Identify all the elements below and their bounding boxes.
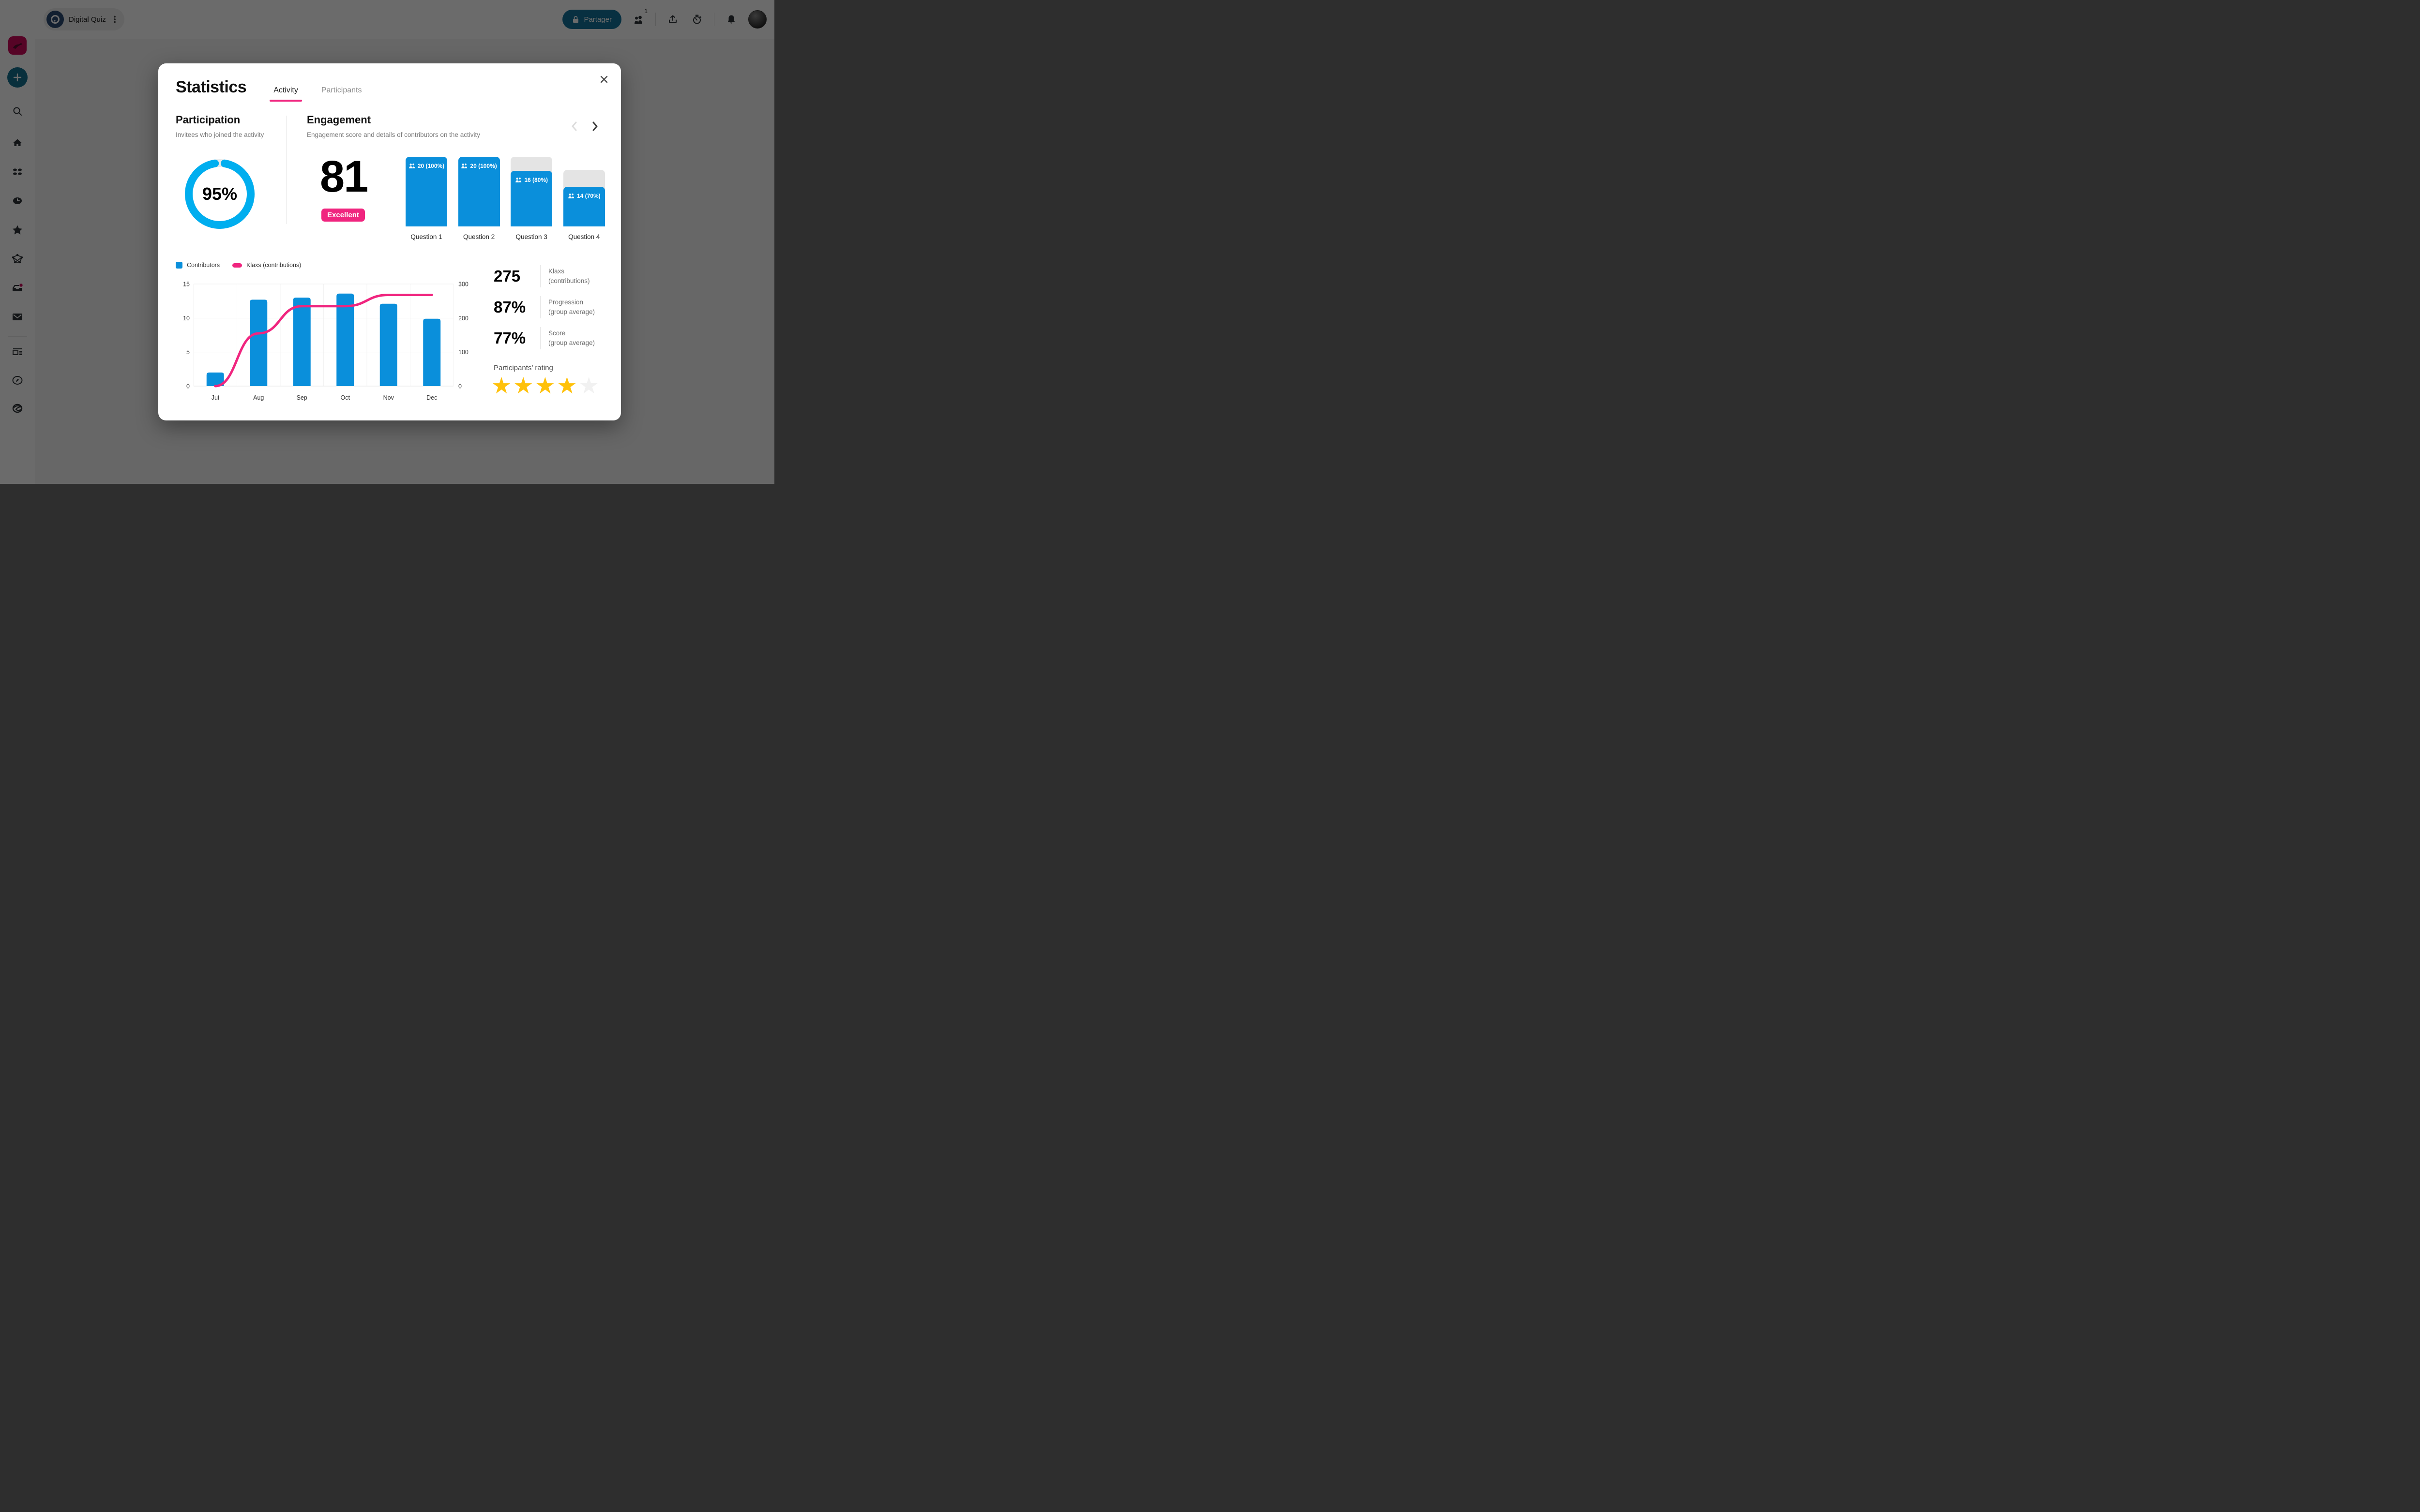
star-empty-icon: ★ — [578, 373, 599, 398]
stat-score: 77% Score (group average) — [494, 325, 610, 352]
contrib-bar — [423, 318, 441, 386]
people-icon — [461, 164, 468, 168]
question-bar-fill — [458, 157, 500, 226]
star-filled-icon: ★ — [557, 373, 577, 398]
chevron-right-icon — [592, 121, 598, 131]
people-icon — [515, 178, 522, 182]
svg-text:Sep: Sep — [297, 394, 307, 401]
svg-text:Nov: Nov — [383, 394, 394, 401]
app-screen: Digital Quiz Partager 1 — [0, 0, 774, 484]
legend-contributors: Contributors — [176, 262, 220, 269]
stat-label: Klaxs (contributions) — [548, 268, 590, 284]
stats-panel: 275 Klaxs (contributions) 87% Progression… — [494, 263, 610, 356]
participation-donut: 95% — [179, 153, 261, 235]
svg-text:Jui: Jui — [212, 394, 219, 401]
participants-rating-stars: ★ ★ ★ ★ ★ — [491, 372, 599, 399]
section-divider — [286, 116, 287, 224]
svg-text:0: 0 — [458, 383, 462, 390]
question-label: Question 3 — [515, 233, 547, 240]
legend-label: Klaxs (contributions) — [246, 262, 302, 269]
question-column: 20 (100%) — [458, 157, 500, 226]
star-filled-icon: ★ — [491, 373, 512, 398]
question-bar-fill — [511, 171, 553, 226]
svg-text:300: 300 — [458, 281, 469, 288]
question-value-label: 16 (80%) — [511, 177, 552, 183]
star-filled-icon: ★ — [535, 373, 556, 398]
stat-divider — [540, 327, 541, 349]
svg-text:Dec: Dec — [426, 394, 437, 401]
contrib-bar — [379, 303, 397, 386]
question-column: 16 (80%) — [511, 157, 553, 226]
svg-text:15: 15 — [183, 281, 190, 288]
svg-text:Aug: Aug — [253, 394, 264, 401]
question-bar-fill — [406, 157, 447, 226]
klaxs-line — [214, 294, 433, 388]
engagement-subtitle: Engagement score and details of contribu… — [307, 131, 480, 138]
participation-percent: 95% — [202, 184, 238, 204]
stat-value: 77% — [494, 329, 526, 347]
engagement-heading: Engagement — [307, 114, 371, 126]
engagement-badge: Excellent — [321, 209, 365, 222]
participation-section: Participation Invitees who joined the ac… — [176, 114, 285, 139]
contributions-chart: 0 5 10 15 0 100 200 300 Jui Aug Sep Oct Nov Dec — [172, 275, 482, 406]
engagement-section: Engagement Engagement score and details … — [307, 114, 578, 139]
klaxs-swatch — [232, 263, 242, 268]
question-label: Question 1 — [410, 233, 442, 240]
svg-text:Oct: Oct — [341, 394, 350, 401]
question-column: 14 (70%) — [563, 157, 605, 226]
contrib-bar — [206, 372, 224, 386]
carousel-prev-button[interactable] — [569, 120, 580, 132]
legend-label: Contributors — [187, 262, 220, 269]
svg-text:10: 10 — [183, 315, 190, 322]
svg-text:100: 100 — [458, 349, 469, 356]
rating-heading: Participants’ rating — [494, 364, 553, 372]
chevron-left-icon — [572, 121, 577, 131]
donut-chart — [185, 159, 255, 229]
contrib-bar — [293, 298, 311, 386]
questions-bar-chart: 20 (100%) Question 1 20 (100%) Question 2 16… — [406, 157, 605, 243]
people-icon — [409, 164, 415, 168]
statistics-modal: Statistics Activity Participants Partici… — [158, 63, 621, 420]
modal-header: Statistics Activity Participants — [158, 63, 621, 102]
stat-value: 87% — [494, 298, 526, 316]
question-label: Question 4 — [568, 233, 600, 240]
question-value-label: 20 (100%) — [406, 163, 447, 169]
stat-progression: 87% Progression (group average) — [494, 294, 610, 321]
question-value-label: 20 (100%) — [458, 163, 500, 169]
participation-subtitle: Invitees who joined the activity — [176, 131, 264, 138]
question-label: Question 2 — [463, 233, 495, 240]
engagement-score: 81 — [320, 152, 368, 201]
contrib-bar — [250, 299, 268, 386]
stat-label: Progression (group average) — [548, 299, 595, 315]
stat-label: Score (group average) — [548, 329, 595, 346]
contrib-bar — [336, 293, 354, 386]
people-icon — [568, 194, 575, 198]
svg-text:5: 5 — [186, 349, 190, 356]
legend-klaxs: Klaxs (contributions) — [232, 262, 301, 269]
svg-text:0: 0 — [186, 383, 190, 390]
star-filled-icon: ★ — [513, 373, 534, 398]
stat-klaxs: 275 Klaxs (contributions) — [494, 263, 610, 290]
carousel-next-button[interactable] — [589, 120, 601, 132]
stat-divider — [540, 296, 541, 318]
question-column: 20 (100%) — [406, 157, 447, 226]
tab-participants[interactable]: Participants — [321, 86, 362, 94]
stat-value: 275 — [494, 267, 521, 285]
modal-title: Statistics — [176, 78, 247, 96]
stat-divider — [540, 265, 541, 287]
question-value-label: 14 (70%) — [563, 193, 605, 199]
question-bar-fill — [563, 187, 605, 226]
close-icon — [600, 75, 608, 83]
svg-text:200: 200 — [458, 315, 469, 322]
contributors-swatch — [176, 262, 182, 269]
tab-activity[interactable]: Activity — [270, 83, 302, 102]
close-button[interactable] — [597, 72, 611, 87]
participation-heading: Participation — [176, 114, 241, 126]
questions-carousel-nav — [569, 120, 601, 132]
chart-legend: Contributors Klaxs (contributions) — [176, 262, 301, 269]
